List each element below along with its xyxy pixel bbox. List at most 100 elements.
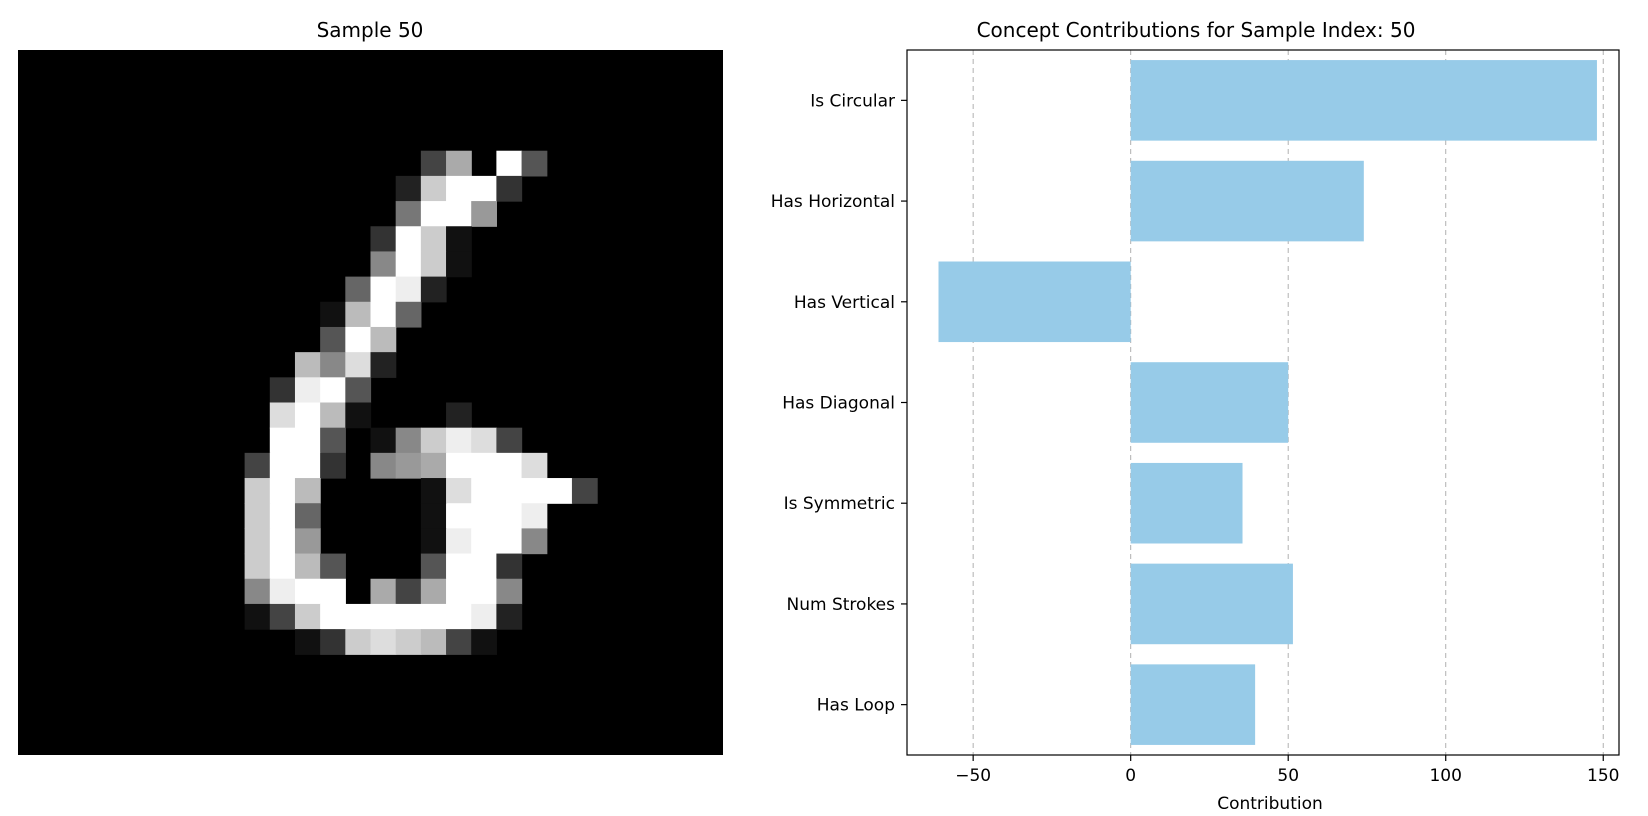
digit-pixel — [446, 150, 472, 177]
digit-pixel — [471, 503, 497, 529]
digit-pixel — [446, 201, 472, 227]
digit-pixel — [370, 276, 397, 303]
digit-pixel — [420, 578, 447, 605]
digit-pixel — [395, 175, 422, 202]
digit-pixel — [471, 452, 497, 479]
digit-pixel — [395, 427, 422, 454]
digit-pixel — [420, 629, 447, 655]
digit-pixel — [395, 629, 422, 655]
digit-pixel — [446, 452, 472, 479]
y-tick-label: Has Diagonal — [782, 394, 895, 414]
digit-pixel — [420, 503, 447, 529]
digit-pixel — [496, 478, 523, 504]
digit-pixel — [269, 427, 296, 454]
digit-pixel — [420, 478, 447, 504]
digit-pixel — [571, 478, 598, 504]
x-tick-label: 0 — [1125, 766, 1136, 786]
digit-pixel — [320, 629, 346, 655]
digit-pixel — [294, 553, 321, 580]
digit-pixel — [370, 578, 397, 605]
digit-pixel — [446, 603, 472, 630]
digit-pixel — [471, 478, 497, 504]
chart-x-axis: −50 0 50 100 150 — [955, 755, 1619, 786]
digit-pixel — [420, 528, 447, 555]
digit-pixel — [294, 377, 321, 404]
digit-pixel — [446, 251, 472, 278]
digit-pixel — [345, 352, 372, 378]
digit-pixel — [269, 452, 296, 479]
digit-pixel — [345, 377, 372, 404]
digit-pixel — [521, 503, 548, 529]
digit-pixel — [370, 301, 397, 328]
digit-pixel — [471, 528, 497, 555]
digit-pixel — [420, 251, 447, 278]
digit-pixel — [294, 402, 321, 429]
digit-pixel — [320, 377, 346, 404]
digit-pixel — [395, 301, 422, 328]
digit-pixel — [496, 603, 523, 630]
digit-pixel — [370, 226, 397, 253]
digit-pixel — [446, 578, 472, 605]
digit-pixel — [446, 402, 472, 429]
digit-pixel — [294, 528, 321, 555]
digit-pixel — [446, 226, 472, 253]
digit-pixel — [320, 452, 346, 479]
digit-pixel — [244, 553, 271, 580]
digit-pixel — [345, 402, 372, 429]
bar-has-loop — [1130, 664, 1256, 745]
digit-pixel — [496, 150, 523, 177]
digit-pixel — [294, 352, 321, 378]
digit-pixel — [446, 503, 472, 529]
digit-pixel — [294, 603, 321, 630]
digit-pixel — [446, 553, 472, 580]
digit-pixel — [320, 301, 346, 328]
digit-pixel — [294, 427, 321, 454]
digit-pixel — [395, 226, 422, 253]
digit-pixel — [370, 452, 397, 479]
digit-pixel — [370, 352, 397, 378]
digit-pixel — [471, 578, 497, 605]
digit-pixel — [320, 603, 346, 630]
digit-pixel — [395, 251, 422, 278]
digit-pixel — [420, 553, 447, 580]
digit-pixel — [395, 276, 422, 303]
digit-pixel — [420, 603, 447, 630]
digit-pixel — [269, 377, 296, 404]
digit-pixel — [345, 326, 372, 353]
digit-pixel — [420, 427, 447, 454]
digit-pixel — [395, 578, 422, 605]
digit-pixel — [521, 150, 548, 177]
digit-pixel — [446, 629, 472, 655]
digit-pixel — [446, 427, 472, 454]
y-tick-label: Is Circular — [810, 91, 895, 111]
digit-pixel — [269, 402, 296, 429]
digit-pixel — [320, 427, 346, 454]
bar-has-horizontal — [1130, 160, 1364, 242]
bar-num-strokes — [1130, 563, 1293, 645]
y-tick-label: Has Loop — [817, 696, 895, 716]
digit-pixel — [546, 478, 573, 504]
chart-title: Concept Contributions for Sample Index: … — [977, 18, 1416, 42]
digit-pixel — [471, 201, 497, 227]
bar-has-vertical — [938, 261, 1131, 343]
digit-pixel — [269, 528, 296, 555]
digit-pixel — [395, 603, 422, 630]
digit-pixel — [269, 603, 296, 630]
bar-is-circular — [1130, 60, 1597, 141]
digit-pixel — [320, 553, 346, 580]
digit-pixel — [420, 276, 447, 303]
digit-pixel — [370, 603, 397, 630]
x-tick-label: 150 — [1587, 766, 1619, 786]
digit-pixel — [446, 528, 472, 555]
digit-pixel — [420, 175, 447, 202]
digit-pixel — [244, 503, 271, 529]
y-tick-label: Has Vertical — [794, 293, 895, 313]
digit-pixel — [244, 452, 271, 479]
y-tick-label: Num Strokes — [787, 595, 896, 615]
digit-pixel — [446, 175, 472, 202]
digit-pixel — [471, 603, 497, 630]
digit-pixel — [320, 402, 346, 429]
digit-pixel — [320, 326, 346, 353]
bar-has-diagonal — [1130, 362, 1289, 443]
